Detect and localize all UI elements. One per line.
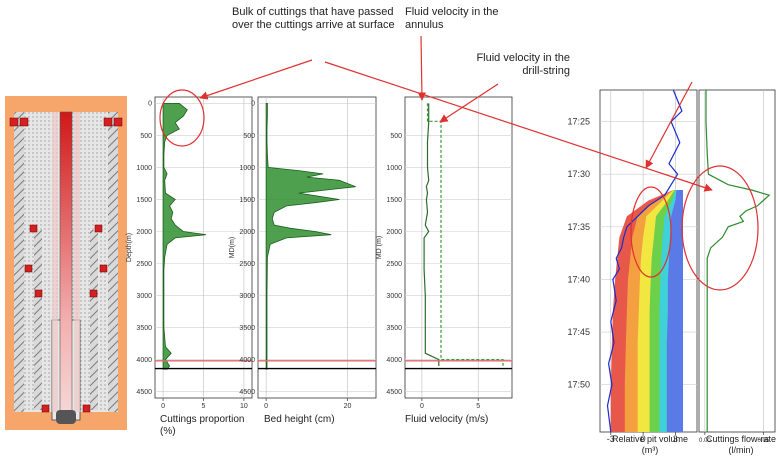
y-tick-label: 17:45 (567, 327, 590, 337)
y-tick-label: 2500 (136, 261, 152, 268)
y-tick-label: 2000 (239, 229, 255, 236)
y-tick-label: 500 (390, 133, 402, 140)
y-tick-label: 1500 (386, 197, 402, 204)
y-tick-label: 17:25 (567, 117, 590, 127)
page: {"annotations": [ {"text": "Bulk of cutt… (0, 0, 777, 457)
y-tick-label: 4500 (239, 389, 255, 396)
y-tick-label: 4000 (386, 357, 402, 364)
y-tick-label: 500 (243, 133, 255, 140)
y-tick-label: 17:35 (567, 222, 590, 232)
y-tick-label: 1000 (136, 165, 152, 172)
x-tick-label: 0 (161, 403, 165, 410)
plot-area (258, 97, 376, 398)
x-tick-label: 5 (476, 403, 480, 410)
y-tick-label: 0 (148, 101, 152, 108)
y-tick-label: 3500 (386, 325, 402, 332)
x-tick-label: 20 (344, 403, 352, 410)
y-tick-label: 4500 (136, 389, 152, 396)
plot-area (405, 97, 512, 398)
y-tick-label: 3000 (136, 293, 152, 300)
y-axis-label: MD(m) (229, 237, 236, 258)
x-axis-label: Cuttings flow-rate (l/min) (705, 434, 777, 456)
y-tick-label: 4500 (386, 389, 402, 396)
y-tick-label: 3500 (239, 325, 255, 332)
y-tick-label: 2000 (136, 229, 152, 236)
annotation: Fluid velocity in the drill-string (470, 52, 570, 78)
y-tick-label: 1000 (239, 165, 255, 172)
y-tick-label: 3500 (136, 325, 152, 332)
annotation: Fluid velocity in the annulus (405, 6, 525, 32)
x-tick-label: 0 (264, 403, 268, 410)
y-axis-label: MD (m) (376, 236, 383, 259)
y-tick-label: 1500 (136, 197, 152, 204)
x-axis-label: Bed height (cm) (264, 414, 374, 426)
y-tick-label: 2000 (386, 229, 402, 236)
figure: 0500100015002000250030003500400045000510… (0, 0, 777, 457)
y-tick-label: 2500 (386, 261, 402, 268)
annotation: Bulk of cuttings that have passed over t… (232, 6, 402, 32)
y-axis-label: Depth(m) (126, 233, 133, 262)
x-axis-label: Cuttings proportion (%) (160, 414, 250, 438)
y-tick-label: 1000 (386, 165, 402, 172)
x-axis-label: Fluid velocity (m/s) (405, 414, 525, 426)
y-tick-label: 2500 (239, 261, 255, 268)
x-axis-label: Relative pit volume (m³) (610, 434, 690, 456)
y-tick-label: 17:30 (567, 169, 590, 179)
y-tick-label: 4000 (239, 357, 255, 364)
y-tick-label: 0 (251, 101, 255, 108)
x-tick-label: 0 (420, 403, 424, 410)
x-tick-label: 10 (240, 403, 248, 410)
y-tick-label: 17:40 (567, 274, 590, 284)
x-tick-label: 5 (202, 403, 206, 410)
y-tick-label: 3000 (239, 293, 255, 300)
y-tick-label: 17:50 (567, 380, 590, 390)
y-tick-label: 4000 (136, 357, 152, 364)
y-tick-label: 1500 (239, 197, 255, 204)
y-tick-label: 3000 (386, 293, 402, 300)
wellbore-schematic (5, 96, 127, 430)
y-tick-label: 500 (140, 133, 152, 140)
